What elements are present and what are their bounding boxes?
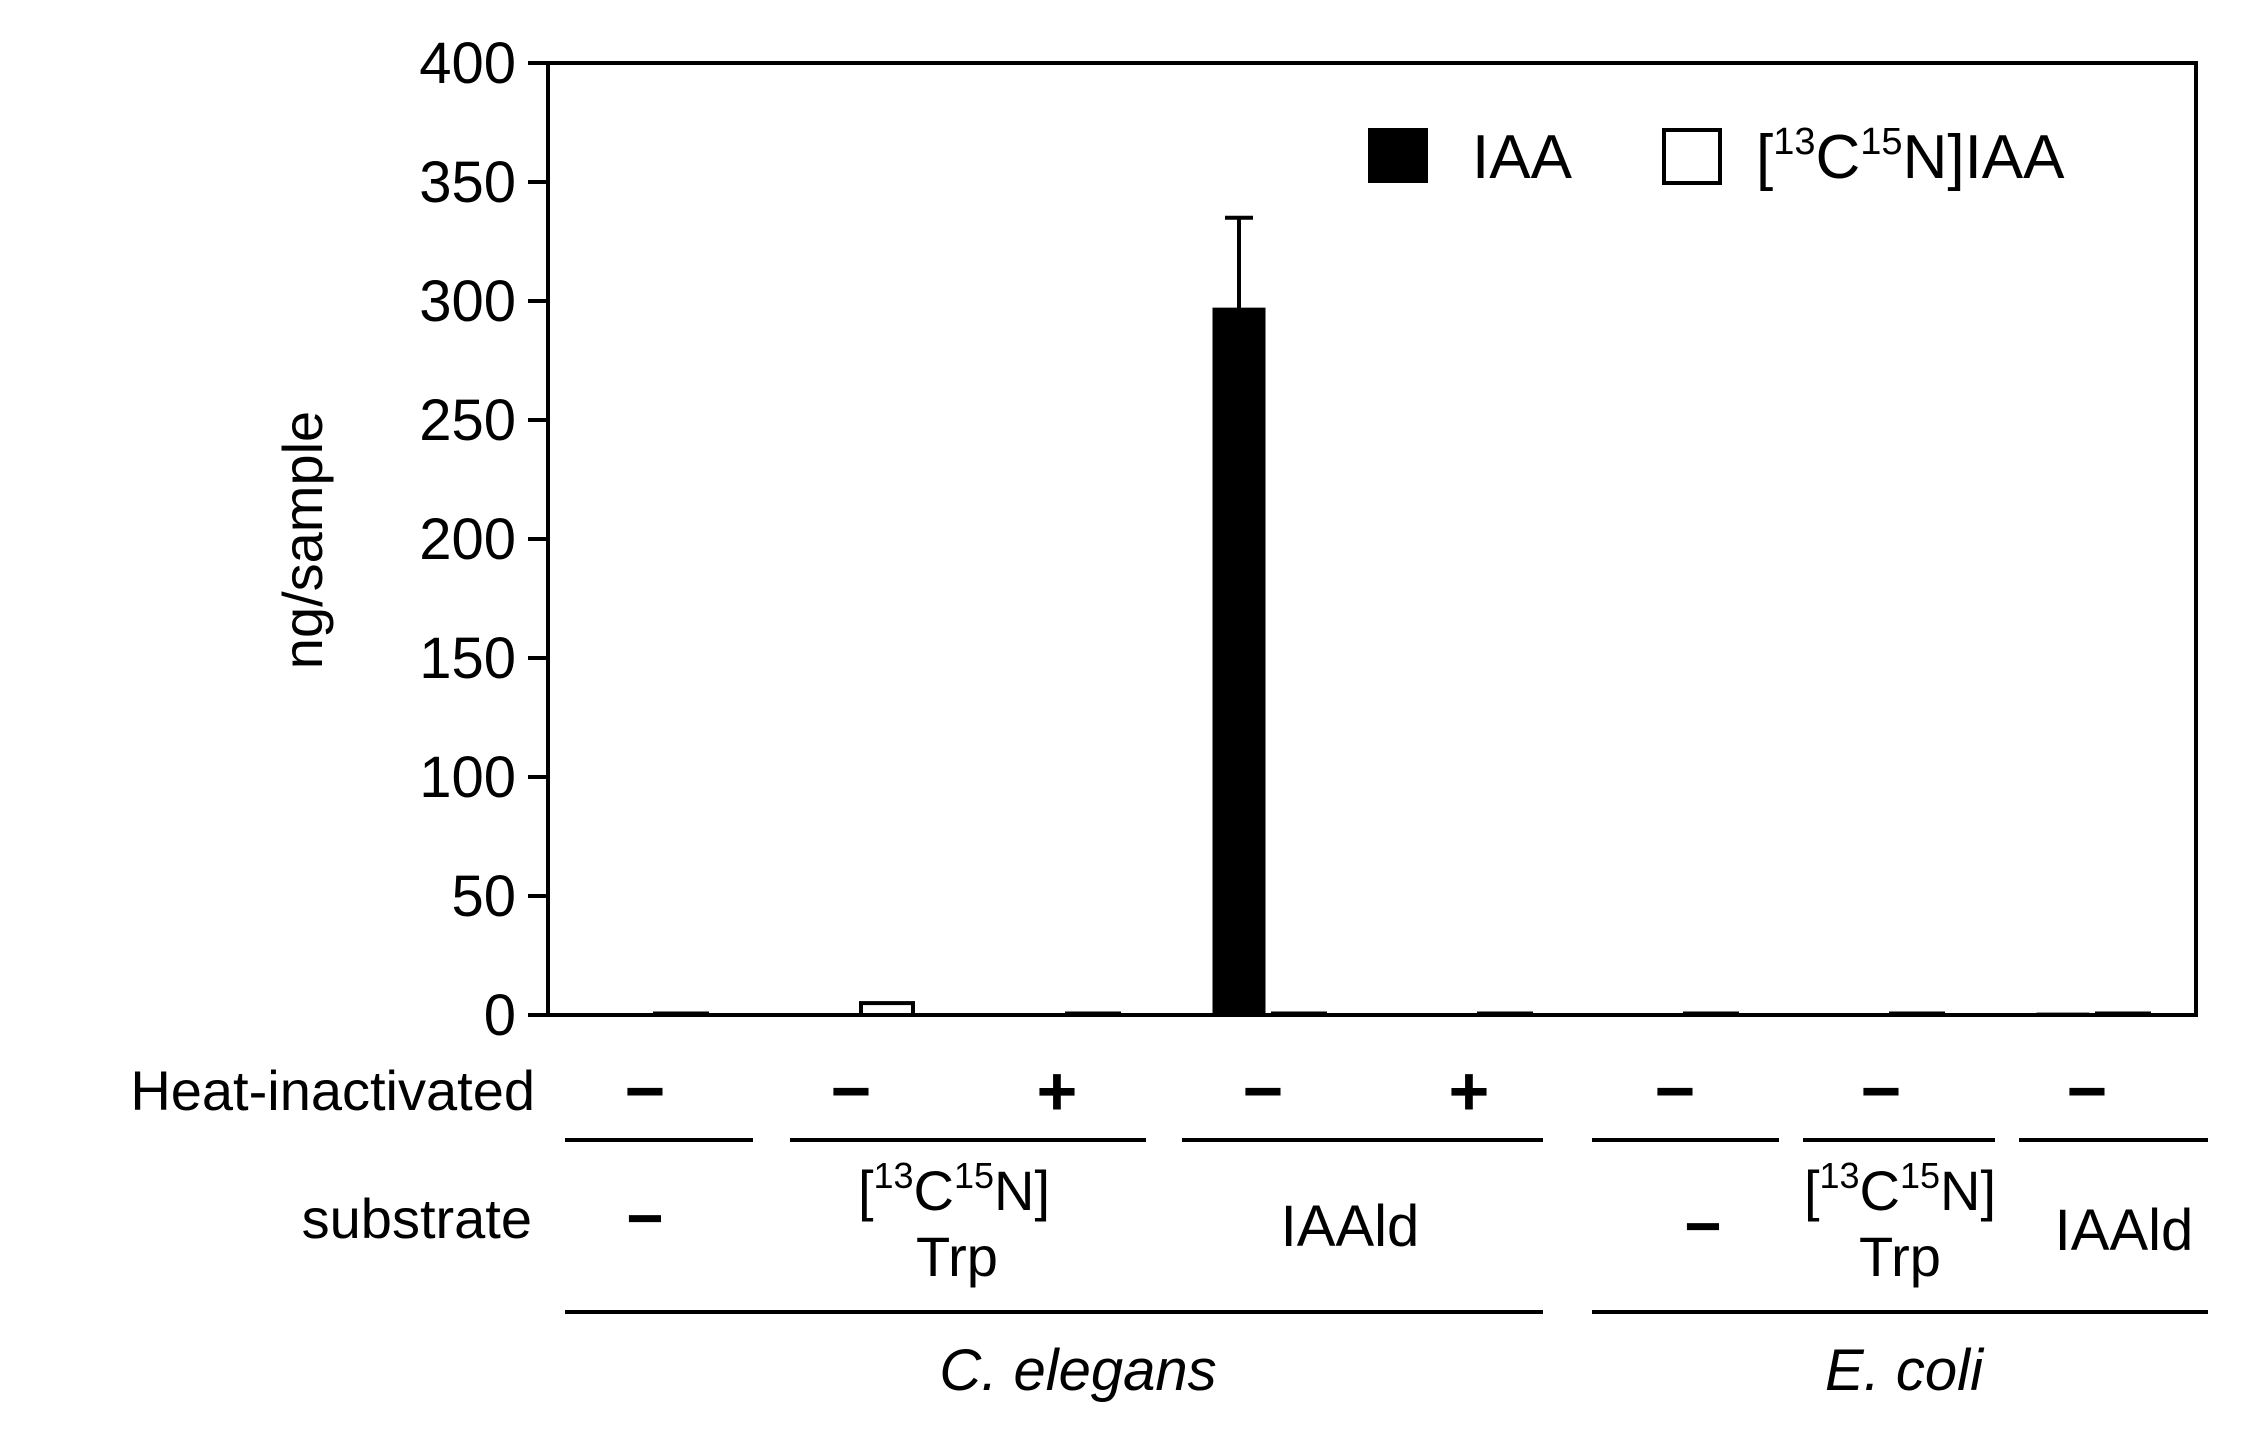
y-tick-label: 100 (419, 745, 516, 810)
substrate-none: − (1684, 1190, 1721, 1262)
legend-label-labeled-iaa: [13C15N]IAA (1756, 121, 2065, 192)
plot-area-frame (546, 61, 2198, 1017)
heat-inactivated-value: − (1861, 1052, 1902, 1130)
heat-inactivated-value: − (1243, 1052, 1284, 1130)
substrate-labeled-trp-line2: Trp (1859, 1225, 1941, 1288)
bar-labeled-iaa (1477, 1011, 1533, 1017)
bar-iaa (594, 1013, 648, 1016)
y-axis-ticks: 0 50 100 150 200 250 300 350 400 (419, 31, 548, 1048)
bar-iaa (1418, 1013, 1472, 1016)
legend-swatch-iaa (1368, 128, 1428, 183)
bars-layer (594, 307, 2151, 1017)
bar-labeled-iaa (1065, 1011, 1121, 1017)
y-tick-label: 300 (419, 269, 516, 334)
y-tick-label: 400 (419, 31, 516, 96)
y-tick-label: 250 (419, 388, 516, 453)
substrate-iaald: IAAld (2055, 1198, 2194, 1263)
bar-iaa (1006, 1013, 1060, 1016)
y-tick-label: 50 (451, 864, 516, 929)
substrate-iaald: IAAld (1281, 1194, 1420, 1259)
substrate-labeled-trp-line1: [13C15N] (1804, 1155, 1996, 1222)
heat-inactivated-value: + (1037, 1052, 1078, 1130)
bar-iaa (1624, 1013, 1678, 1016)
y-tick-label: 200 (419, 507, 516, 572)
substrate-labeled-trp-line1: [13C15N] (858, 1155, 1050, 1222)
bar-labeled-iaa (2095, 1011, 2151, 1017)
legend-swatch-labeled-iaa (1662, 128, 1722, 185)
organism-label-c-elegans: C. elegans (939, 1338, 1216, 1403)
legend: IAA [13C15N]IAA (1368, 121, 2065, 192)
bar-labeled-iaa (859, 1001, 915, 1017)
substrate-row: − [13C15N] Trp IAAld − [13C15N] Trp IAAl… (626, 1155, 2193, 1288)
error-bars-layer (1225, 215, 1253, 309)
heat-inactivated-value: − (625, 1052, 666, 1130)
bar-labeled-iaa (1889, 1011, 1945, 1017)
y-tick-label: 0 (484, 983, 516, 1048)
heat-inactivated-value: − (831, 1052, 872, 1130)
legend-label-iaa: IAA (1472, 123, 1573, 192)
y-tick-label: 350 (419, 150, 516, 215)
substrate-labeled-trp-line2: Trp (916, 1225, 998, 1288)
bar-labeled-iaa (1271, 1011, 1327, 1017)
heat-inactivated-value: + (1449, 1052, 1490, 1130)
bar-iaa (1830, 1013, 1884, 1016)
substrate-none: − (626, 1182, 663, 1254)
bar-iaa (800, 1013, 854, 1016)
heat-inactivated-row: − − + − + − − − (625, 1052, 2108, 1130)
heat-inactivated-value: − (1655, 1052, 1696, 1130)
bar-labeled-iaa (653, 1011, 709, 1017)
y-axis-title: ng/sample (271, 411, 334, 669)
bar-labeled-iaa (1683, 1011, 1739, 1017)
substrate-label: substrate (302, 1187, 532, 1250)
organism-label-e-coli: E. coli (1825, 1338, 1985, 1403)
bar-iaa (1212, 307, 1266, 1016)
heat-inactivated-label: Heat-inactivated (130, 1059, 535, 1122)
heat-inactivated-value: − (2067, 1052, 2108, 1130)
y-tick-label: 150 (419, 626, 516, 691)
bar-iaa (2036, 1012, 2090, 1016)
